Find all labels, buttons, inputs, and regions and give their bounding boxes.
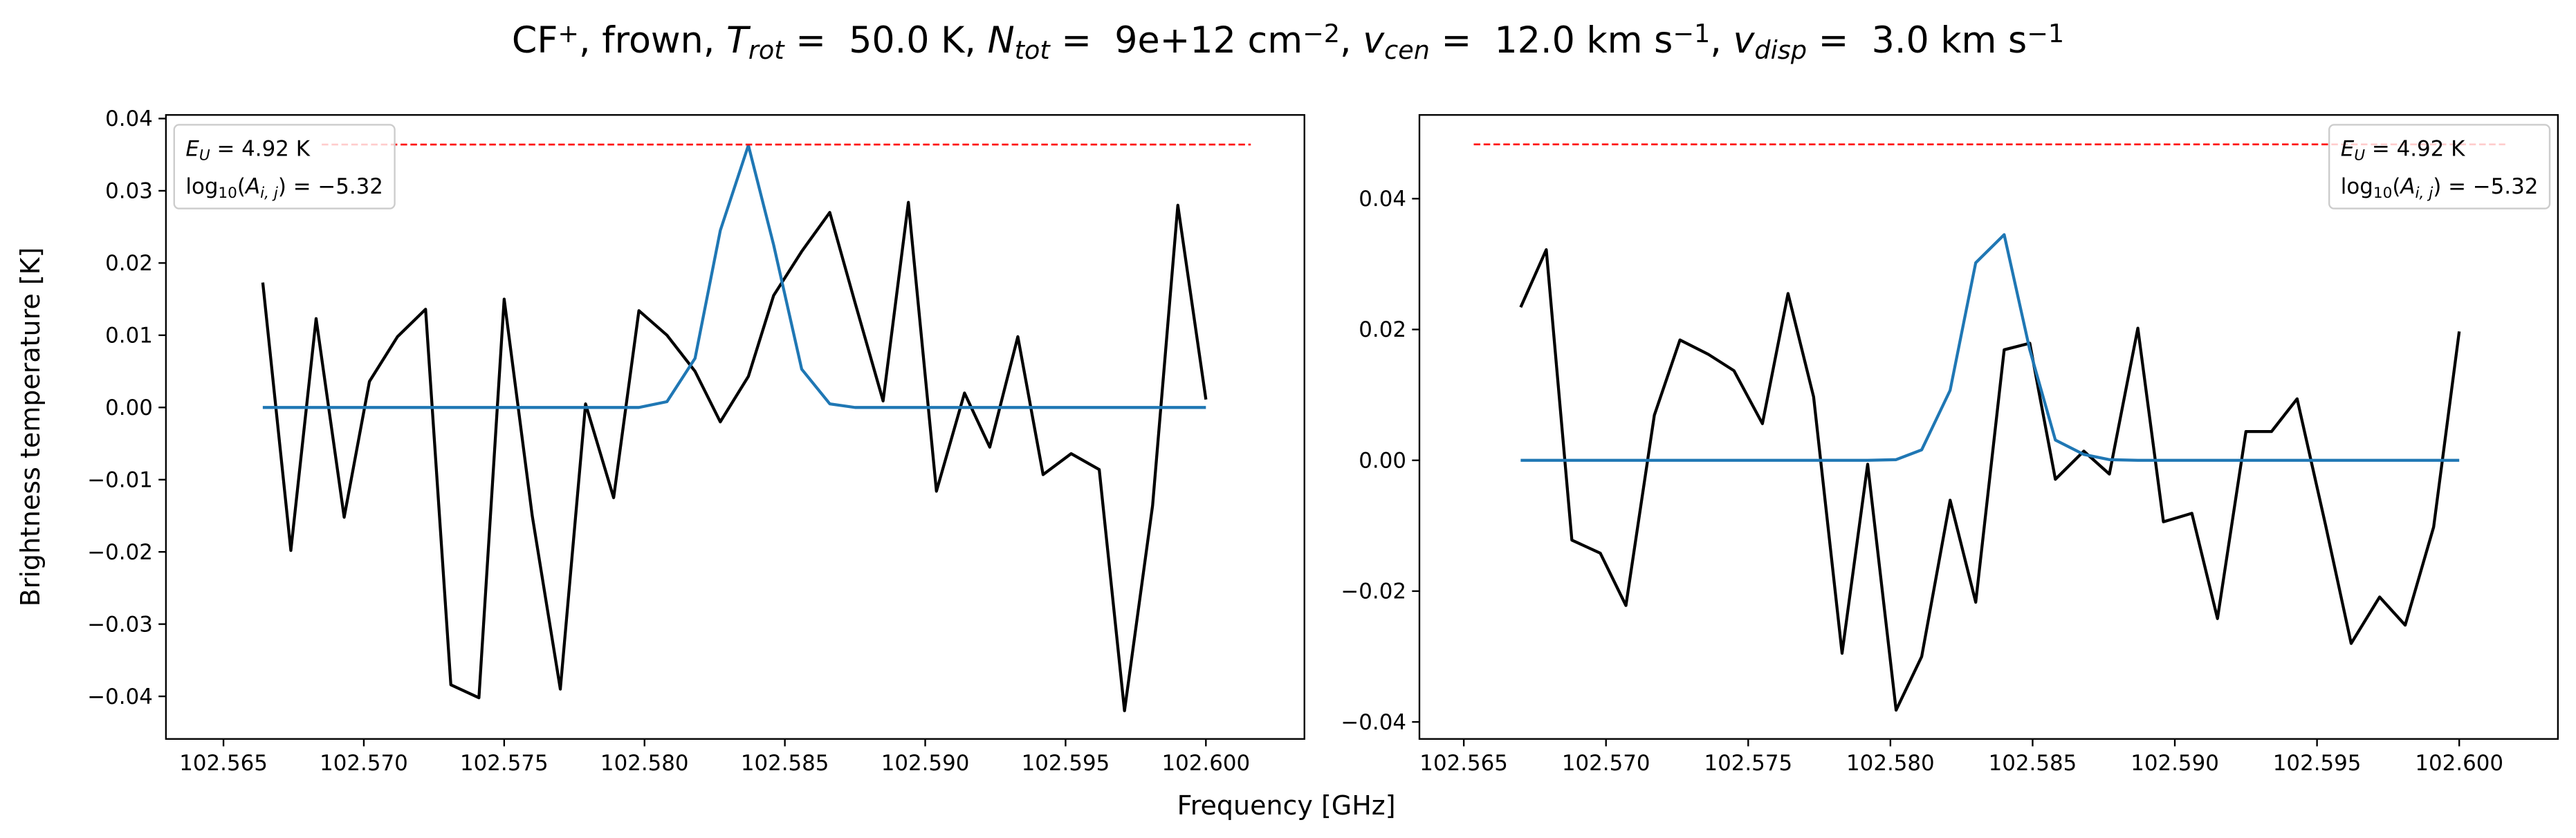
- y-tick-label: 0.02: [105, 251, 153, 276]
- text-part: i, j: [260, 185, 278, 202]
- y-tick-label: −0.02: [1341, 579, 1406, 604]
- subplot: 0.04 0.02 0.00 −0.02 −0.04 102.565 102.570 102.…: [1341, 114, 2559, 776]
- text-part: E: [185, 137, 199, 162]
- x-tick-label: 102.585: [1989, 751, 2077, 776]
- y-axis-label: Brightness temperature [K]: [15, 248, 46, 607]
- axes-frame: [1418, 114, 2559, 740]
- text-part: ,: [1710, 20, 1733, 62]
- x-tick-label: 102.570: [1562, 751, 1650, 776]
- text-part: U: [199, 147, 210, 164]
- text-part: v: [1733, 20, 1755, 62]
- text-part: ) = −5.32: [278, 174, 383, 199]
- y-tick-label: 0.04: [1359, 187, 1406, 212]
- x-tick-label: 102.580: [1846, 751, 1935, 776]
- x-tick-label: 102.580: [600, 751, 689, 776]
- y-tick-label: −0.01: [87, 467, 153, 492]
- y-tick-label: 0.02: [1359, 317, 1406, 342]
- x-tick-label: 102.600: [1162, 751, 1251, 776]
- legend-entry: EU = 4.92 K: [2341, 137, 2465, 165]
- text-part: disp: [1754, 35, 1807, 65]
- x-tick-label: 102.590: [881, 751, 970, 776]
- y-tick-label: 0.00: [1359, 448, 1406, 473]
- text-part: −1: [1673, 19, 1710, 48]
- legend-entry: log10(Ai, j) = −5.32: [2341, 174, 2539, 202]
- y-tick-label: −0.03: [87, 612, 153, 637]
- x-tick-label: 102.585: [741, 751, 829, 776]
- x-tick-label: 102.595: [1022, 751, 1110, 776]
- x-tick-label: 102.565: [179, 751, 268, 776]
- data-line: [262, 143, 1206, 409]
- text-part: log: [2341, 174, 2373, 199]
- text-part: = 4.92 K: [210, 137, 311, 162]
- text-part: = 4.92 K: [2365, 137, 2465, 162]
- x-tick-label: 102.590: [2131, 751, 2219, 776]
- legend: EU = 4.92 K log10(Ai, j) = −5.32: [2328, 124, 2551, 210]
- text-part: = 50.0 K,: [784, 20, 988, 62]
- x-tick-label: 102.570: [320, 751, 408, 776]
- text-part: i, j: [2416, 185, 2434, 202]
- text-part: −1: [2027, 19, 2064, 48]
- text-part: −2: [1303, 19, 1340, 48]
- y-tick-label: −0.02: [87, 540, 153, 565]
- x-tick-label: 102.575: [1704, 751, 1792, 776]
- text-part: T: [726, 20, 751, 62]
- x-tick-label: 102.565: [1419, 751, 1508, 776]
- text-part: , frown,: [579, 20, 726, 62]
- subplot: 0.04 0.03 0.02 0.01 0.00 −0.01 −0.02 −0.03 −0.04…: [87, 106, 1305, 776]
- text-part: ,: [1340, 20, 1363, 62]
- text-part: cen: [1384, 35, 1430, 65]
- figure-title: CF+, frown, Trot = 50.0 K, Ntot = 9e+12 …: [512, 19, 2064, 65]
- y-tick-label: −0.04: [1341, 710, 1406, 735]
- text-part: (: [2392, 174, 2400, 199]
- text-part: v: [1363, 20, 1385, 62]
- y-tick-label: 0.01: [105, 324, 153, 348]
- text-part: = 9e+12 cm: [1050, 20, 1303, 62]
- legend-entry: EU = 4.92 K: [185, 137, 310, 165]
- text-part: rot: [748, 35, 785, 65]
- axes-frame: [165, 114, 1305, 740]
- legend-box: [2328, 124, 2551, 210]
- text-part: tot: [1015, 35, 1051, 65]
- data-line: [1519, 248, 2461, 712]
- legend-box: [173, 124, 396, 210]
- text-part: = 12.0 km s: [1430, 20, 1673, 62]
- text-part: log: [185, 174, 218, 199]
- x-tick-label: 102.595: [2273, 751, 2362, 776]
- text-part: = 3.0 km s: [1807, 20, 2027, 62]
- text-part: E: [2341, 137, 2355, 162]
- y-tick-label: 0.04: [105, 106, 153, 131]
- y-tick-label: −0.04: [87, 685, 153, 709]
- legend-entry: log10(Ai, j) = −5.32: [185, 174, 383, 202]
- y-tick-label: 0.03: [105, 179, 153, 204]
- text-part: U: [2354, 147, 2365, 164]
- text-part: CF: [512, 20, 558, 62]
- text-part: ) = −5.32: [2433, 174, 2538, 199]
- text-part: 10: [2373, 185, 2393, 202]
- text-part: A: [2399, 174, 2415, 199]
- data-line: [261, 201, 1208, 713]
- y-tick-label: 0.00: [105, 395, 153, 420]
- text-part: A: [244, 174, 260, 199]
- x-tick-label: 102.575: [460, 751, 549, 776]
- text-part: +: [558, 19, 579, 48]
- text-part: N: [988, 20, 1015, 62]
- data-line: [1520, 233, 2460, 462]
- text-part: (: [237, 174, 246, 199]
- text-part: 10: [218, 185, 237, 202]
- legend: EU = 4.92 K log10(Ai, j) = −5.32: [173, 124, 396, 210]
- x-tick-label: 102.600: [2415, 751, 2503, 776]
- x-axis-label: Frequency [GHz]: [1177, 790, 1396, 821]
